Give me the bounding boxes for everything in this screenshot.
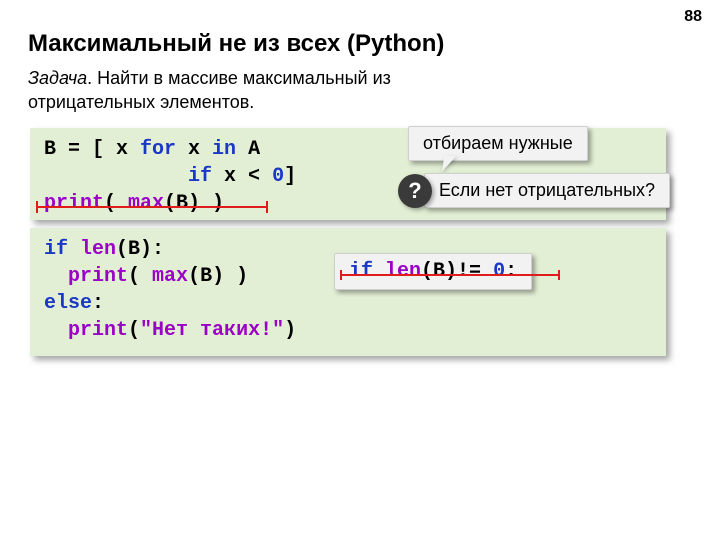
question-badge: ? — [398, 174, 432, 208]
callout-no-negatives: Если нет отрицательных? — [424, 173, 670, 208]
problem-statement: Задача. Найти в массиве максимальный из … — [28, 66, 498, 115]
problem-label: Задача — [28, 68, 87, 88]
page-title: Максимальный не из всех (Python) — [28, 30, 444, 58]
strikethrough-line-inline — [340, 274, 560, 276]
strikethrough-line-1 — [36, 206, 268, 208]
page-number: 88 — [684, 8, 702, 26]
code-block-2: if len(B): print( max(B) ) else: print("… — [30, 228, 666, 356]
callout-select: отбираем нужные — [408, 126, 588, 161]
inline-code-equivalent: if len(B)!= 0: — [334, 253, 532, 290]
